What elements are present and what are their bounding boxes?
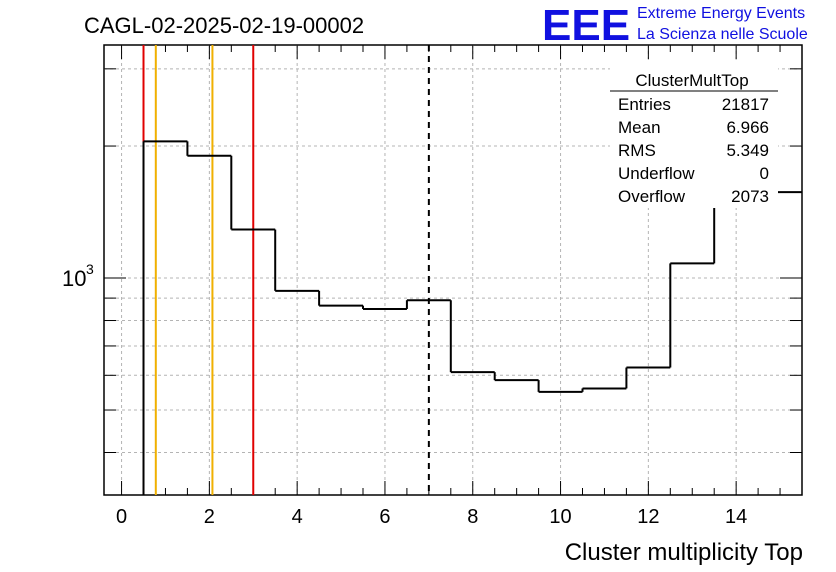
stats-box-background: [610, 60, 778, 208]
stats-row-label: Underflow: [618, 164, 695, 183]
y-tick-label-exponent: 3: [86, 261, 94, 277]
stats-row-label: RMS: [618, 141, 656, 160]
x-tick-label: 8: [467, 506, 478, 528]
x-tick-label: 0: [116, 506, 127, 528]
x-tick-label: 6: [379, 506, 390, 528]
stats-row-value: 5.349: [726, 141, 769, 160]
x-tick-labels: 0 2 4 6 8 10 12 14: [116, 506, 747, 528]
y-tick-label-base: 10: [62, 266, 86, 291]
x-tick-label: 4: [292, 506, 303, 528]
chart-title: CAGL-02-2025-02-19-00002: [84, 13, 364, 38]
eee-logo: EEE Extreme Energy Events La Scienza nel…: [542, 1, 808, 50]
stats-box: ClusterMultTop Entries 21817 Mean 6.966 RMS 5…: [610, 60, 778, 208]
plot-frame: [103, 44, 803, 496]
stats-row-value: 21817: [722, 95, 769, 114]
logo-line-2: La Scienza nelle Scuole: [637, 26, 808, 43]
stats-row-value: 2073: [731, 187, 769, 206]
grid: [104, 45, 802, 495]
x-tick-label: 12: [637, 506, 659, 528]
x-tick-label: 2: [204, 506, 215, 528]
marker-lines: [142, 45, 430, 495]
histogram-bins: [142, 140, 802, 495]
stats-row-label: Entries: [618, 95, 671, 114]
axis-ticks: [104, 45, 803, 495]
x-axis-label: Cluster multiplicity Top: [565, 539, 803, 566]
logo-line-1: Extreme Energy Events: [637, 5, 805, 22]
y-tick-label: 10 3: [62, 261, 94, 291]
stats-row-value: 6.966: [726, 118, 769, 137]
x-tick-label: 10: [549, 506, 571, 528]
stats-row-label: Mean: [618, 118, 661, 137]
stats-row-value: 0: [760, 164, 769, 183]
stats-rows: Entries 21817 Mean 6.966 RMS 5.349 Underflow 0 O…: [618, 95, 769, 206]
stats-row-label: Overflow: [618, 187, 686, 206]
logo-letters: EEE: [542, 1, 630, 50]
stats-title: ClusterMultTop: [635, 71, 748, 90]
x-tick-label: 14: [725, 506, 747, 528]
